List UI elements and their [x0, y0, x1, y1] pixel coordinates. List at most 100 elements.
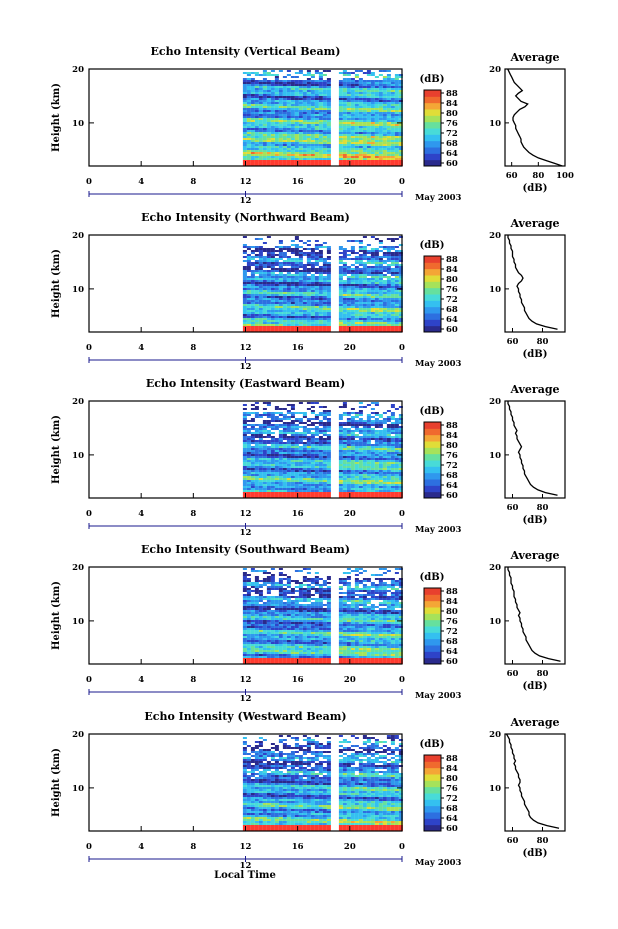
heatmap-cell	[286, 258, 291, 260]
heatmap-cell	[310, 476, 315, 478]
heatmap-cell	[250, 404, 255, 406]
heatmap-cell	[262, 82, 267, 84]
heatmap-cell	[350, 294, 355, 296]
heatmap-cell	[242, 136, 247, 138]
heatmap-cell	[346, 440, 351, 442]
heatmap-cell	[262, 286, 267, 288]
heatmap-cell	[246, 470, 251, 472]
heatmap-cell	[318, 138, 323, 140]
heatmap-cell	[362, 82, 367, 84]
heatmap-cell	[262, 478, 267, 480]
heatmap-cell	[366, 324, 371, 326]
heatmap-cell	[398, 318, 403, 320]
heatmap-cell	[266, 494, 271, 496]
heatmap-cell	[294, 482, 299, 484]
heatmap-cell	[386, 452, 391, 454]
heatmap-cell	[362, 308, 367, 310]
heatmap-cell	[298, 264, 303, 266]
heatmap-cell	[298, 72, 303, 74]
heatmap-cell	[290, 88, 295, 90]
heatmap-cell	[370, 486, 375, 488]
heatmap-cell	[354, 132, 359, 134]
heatmap-cell	[258, 284, 263, 286]
heatmap-cell	[278, 458, 283, 460]
heatmap-cell	[310, 478, 315, 480]
heatmap-cell	[302, 438, 307, 440]
heatmap-cell	[318, 134, 323, 136]
colorbar-tick-label: 68	[446, 305, 458, 315]
heatmap-cell	[310, 486, 315, 488]
heatmap-cell	[378, 296, 383, 298]
heatmap-cell	[398, 434, 403, 436]
heatmap-cell	[374, 300, 379, 302]
heatmap-cell	[266, 488, 271, 490]
heatmap-cell	[358, 86, 363, 88]
heatmap-cell	[354, 298, 359, 300]
heatmap-cell	[246, 292, 251, 294]
heatmap-cell	[274, 300, 279, 302]
heatmap-cell	[362, 122, 367, 124]
heatmap-cell	[386, 260, 391, 262]
heatmap-cell	[326, 492, 331, 494]
heatmap-cell	[310, 248, 315, 250]
heatmap-cell	[382, 86, 387, 88]
heatmap-cell	[366, 266, 371, 268]
heatmap-cell	[346, 422, 351, 424]
heatmap-cell	[354, 70, 359, 72]
heatmap-cell	[322, 284, 327, 286]
heatmap-cell	[346, 316, 351, 318]
heatmap-cell	[382, 322, 387, 324]
heatmap-cell	[306, 494, 311, 496]
heatmap-cell	[374, 144, 379, 146]
heatmap-cell	[242, 246, 247, 248]
heatmap-cell	[274, 246, 279, 248]
heatmap-cell	[346, 272, 351, 274]
heatmap-cell	[318, 446, 323, 448]
heatmap-cell	[306, 286, 311, 288]
heatmap-cell	[266, 476, 271, 478]
heatmap-cell	[382, 142, 387, 144]
heatmap-cell	[314, 326, 319, 328]
heatmap-cell	[350, 290, 355, 292]
heatmap-cell	[286, 280, 291, 282]
heatmap-cell	[294, 266, 299, 268]
heatmap-cell	[398, 304, 403, 306]
heatmap-cell	[250, 164, 255, 166]
heatmap-cell	[310, 266, 315, 268]
heatmap-cell	[378, 420, 383, 422]
heatmap-cell	[286, 432, 291, 434]
heatmap-cell	[242, 424, 247, 426]
heatmap-cell	[278, 124, 283, 126]
heatmap-cell	[246, 440, 251, 442]
heatmap-cell	[390, 262, 395, 264]
heatmap-cell	[270, 276, 275, 278]
heatmap-cell	[290, 422, 295, 424]
heatmap-cell	[262, 412, 267, 414]
heatmap-cell	[350, 496, 355, 498]
heatmap-cell	[250, 492, 255, 494]
heatmap-cell	[274, 150, 279, 152]
heatmap-cell	[398, 86, 403, 88]
heatmap-cell	[394, 446, 399, 448]
heatmap-cell	[266, 462, 271, 464]
heatmap-cell	[246, 146, 251, 148]
heatmap-cell	[246, 86, 251, 88]
heatmap-cell	[314, 280, 319, 282]
heatmap-cell	[282, 118, 287, 120]
heatmap-cell	[286, 80, 291, 82]
heatmap-cell	[286, 88, 291, 90]
heatmap-cell	[254, 106, 259, 108]
heatmap-cell	[294, 418, 299, 420]
heatmap-cell	[326, 310, 331, 312]
heatmap-cell	[314, 294, 319, 296]
heatmap-cell	[326, 306, 331, 308]
heatmap-cell	[298, 434, 303, 436]
heatmap-cell	[306, 86, 311, 88]
heatmap-cell	[290, 488, 295, 490]
heatmap-cell	[278, 298, 283, 300]
heatmap-cell	[358, 154, 363, 156]
heatmap-cell	[350, 462, 355, 464]
heatmap-cell	[354, 116, 359, 118]
heatmap-cell	[270, 156, 275, 158]
heatmap-cell	[270, 306, 275, 308]
